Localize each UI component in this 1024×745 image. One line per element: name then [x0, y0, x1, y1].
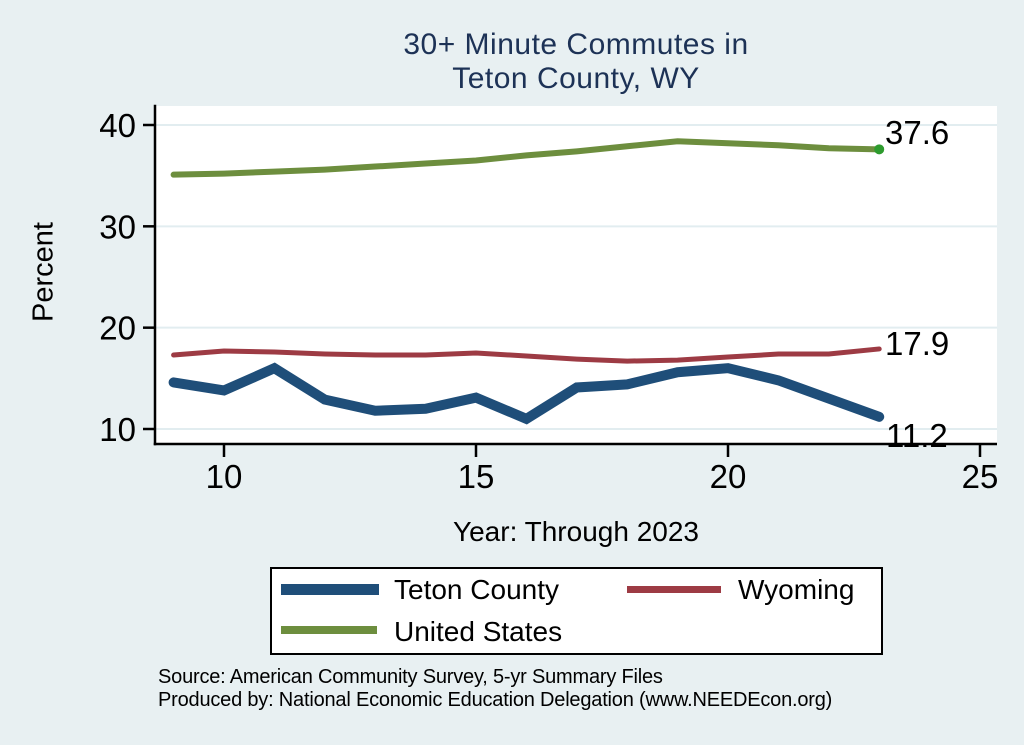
end-value-label-teton-county: 11.2 — [886, 417, 948, 454]
legend-swatch-teton-county — [281, 584, 379, 595]
legend-swatch-wyoming — [627, 586, 721, 593]
y-tick-label-30: 30 — [99, 208, 136, 245]
source-line: Source: American Community Survey, 5-yr … — [158, 666, 663, 688]
x-axis-title: Year: Through 2023 — [453, 516, 699, 547]
chart-title-line2: Teton County, WY — [452, 62, 700, 95]
x-tick-label-15: 15 — [458, 458, 495, 495]
legend: Teton County Wyoming United States — [270, 567, 883, 655]
legend-label-united-states: United States — [394, 616, 563, 647]
chart-title-line1: 30+ Minute Commutes in — [403, 28, 749, 61]
series-line-united-states — [170, 138, 883, 178]
x-tick-label-10: 10 — [206, 458, 243, 495]
y-tick-label-10: 10 — [99, 411, 136, 448]
y-tick-label-20: 20 — [99, 310, 136, 347]
series-line-teton-county — [168, 362, 885, 425]
end-value-label-wyoming: 17.9 — [885, 325, 950, 362]
x-tick-label-20: 20 — [710, 458, 747, 495]
end-value-label-united-states: 37.6 — [885, 114, 950, 151]
x-tick-label-25: 25 — [962, 458, 999, 495]
end-marker-dot — [874, 144, 885, 155]
series-line-wyoming — [171, 346, 882, 364]
legend-label-wyoming: Wyoming — [738, 574, 855, 605]
y-axis-title: Percent — [27, 222, 60, 322]
chart-title: 30+ Minute Commutes in Teton County, WY — [155, 28, 997, 96]
footer-notes: Source: American Community Survey, 5-yr … — [158, 666, 978, 711]
produced-by-line: Produced by: National Economic Education… — [158, 688, 833, 711]
legend-swatch-united-states — [281, 626, 377, 634]
y-tick-label-40: 40 — [99, 107, 136, 144]
legend-label-teton-county: Teton County — [394, 574, 559, 605]
